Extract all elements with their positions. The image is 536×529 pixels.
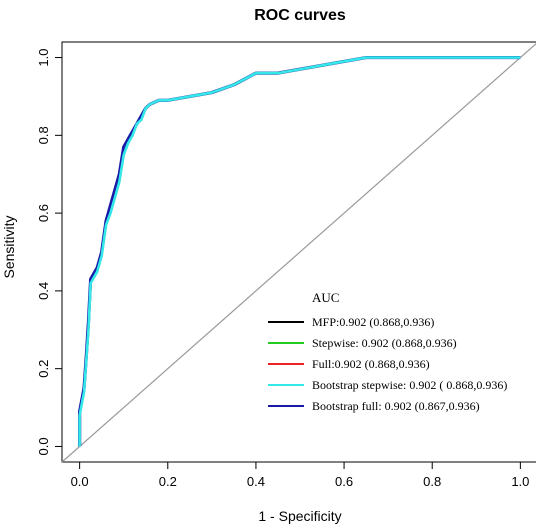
legend-entry-1: Stepwise: 0.902 (0.868,0.936)	[312, 336, 457, 350]
x-tick-label: 0.0	[71, 474, 89, 489]
x-tick-label: 1.0	[511, 474, 529, 489]
chart-title: ROC curves	[254, 7, 346, 24]
roc-line-series-4	[78, 56, 521, 447]
x-tick-label: 0.6	[335, 474, 353, 489]
y-tick-label: 1.0	[36, 49, 51, 67]
y-axis-label: Sensitivity	[1, 215, 17, 278]
reference-diagonal-line	[61, 42, 536, 463]
legend: AUC MFP:0.902 (0.868,0.936) Stepwise: 0.90…	[268, 290, 507, 413]
legend-entry-0: MFP:0.902 (0.868,0.936)	[312, 315, 434, 329]
x-axis-label: 1 - Specificity	[258, 508, 341, 524]
y-tick-label: 0.8	[36, 126, 51, 144]
x-tick-label: 0.4	[247, 474, 265, 489]
axes: 0.0 0.2 0.4 0.6 0.8 1.0 0.0 0.2 0.4 0.6 0.8 1.0	[36, 49, 529, 489]
legend-entry-2: Full:0.902 (0.868,0.936)	[312, 357, 430, 371]
y-tick-label: 0.0	[36, 437, 51, 455]
x-tick-label: 0.2	[159, 474, 177, 489]
legend-entry-4: Bootstrap stepwise: 0.902 ( 0.868,0.936)	[312, 378, 507, 392]
y-tick-label: 0.4	[36, 282, 51, 300]
legend-entry-3: Bootstrap full: 0.902 (0.867,0.936)	[312, 399, 480, 413]
y-tick-label: 0.2	[36, 360, 51, 378]
x-tick-label: 0.8	[423, 474, 441, 489]
legend-title: AUC	[312, 290, 339, 305]
plot-area	[61, 42, 536, 463]
y-tick-label: 0.6	[36, 204, 51, 222]
